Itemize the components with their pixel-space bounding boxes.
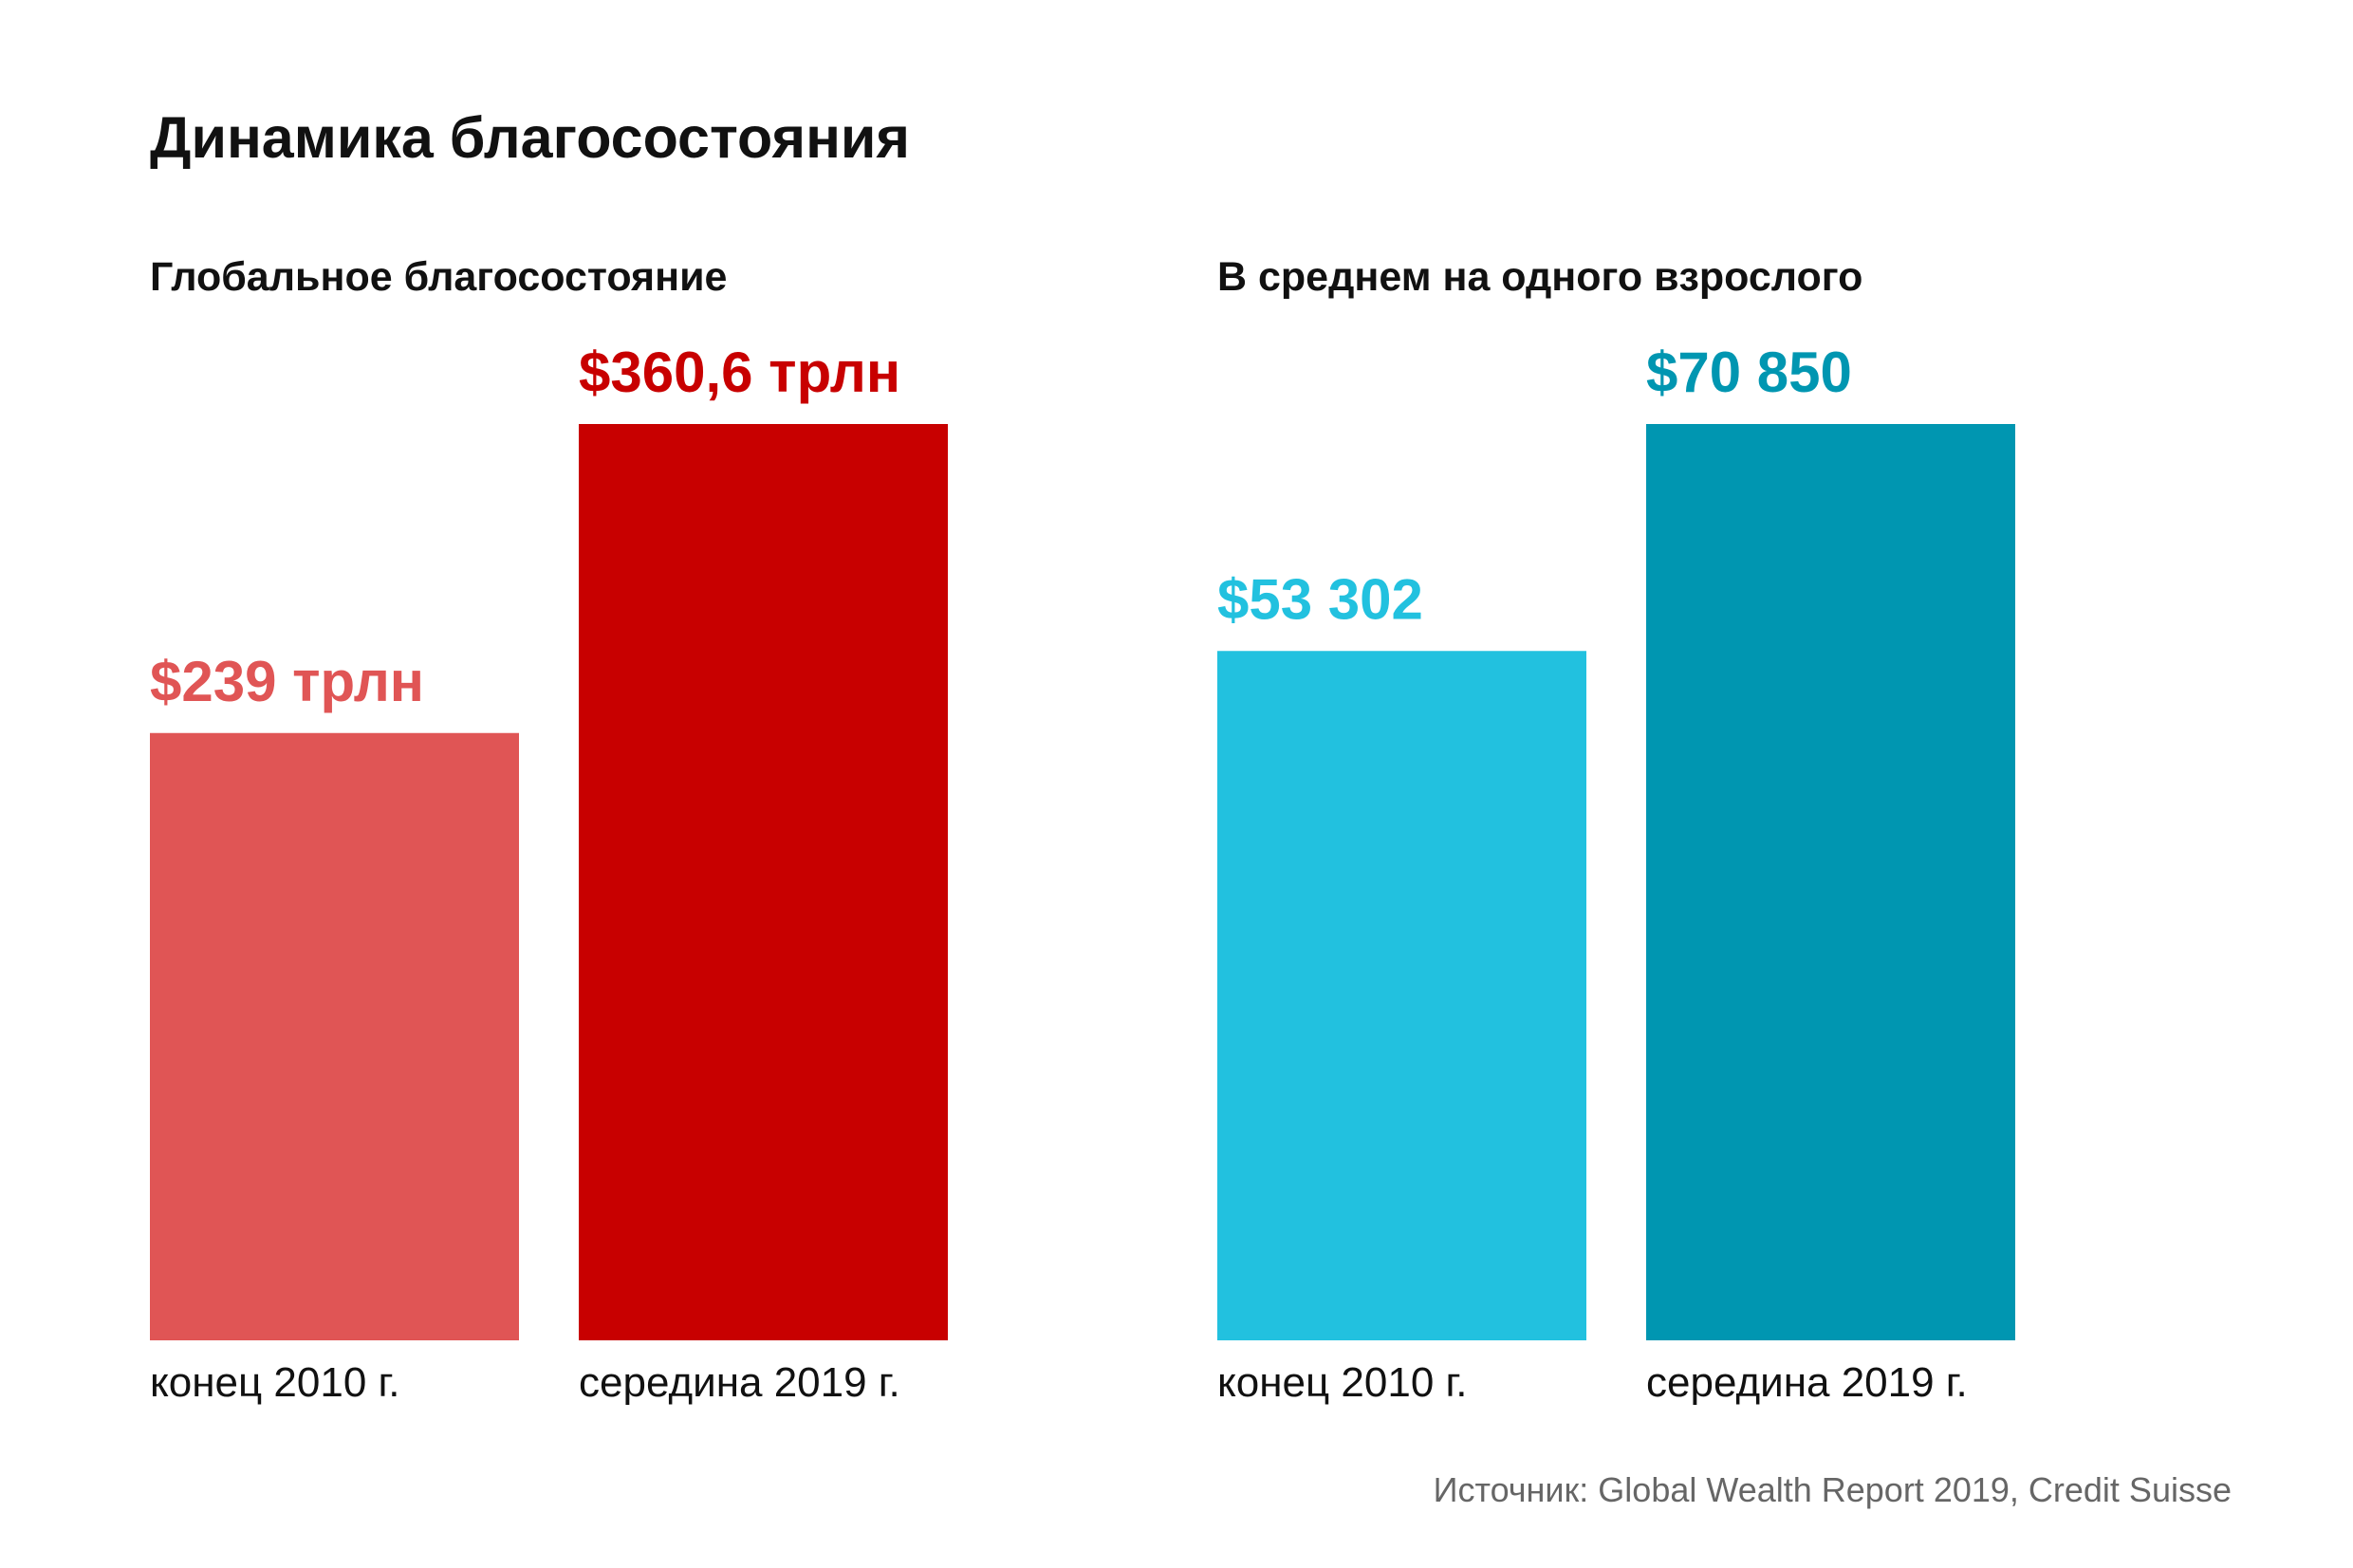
- category-label-global-2019: середина 2019 г.: [579, 1359, 900, 1406]
- chart-panel-global-wealth: $239 трлн конец 2010 г. $360,6 трлн середин…: [150, 341, 948, 1406]
- panel-title-per-adult: В среднем на одного взрослого: [1217, 254, 1863, 300]
- source-note: Источник: Global Wealth Report 2019, Cre…: [1433, 1470, 2232, 1509]
- bar-per-adult-2010: [1217, 651, 1586, 1340]
- chart-panel-per-adult: $53 302 конец 2010 г. $70 850 середина 2019…: [1217, 341, 2015, 1406]
- panel-title-global-wealth: Глобальное благосостояние: [150, 254, 728, 300]
- value-label-per-adult-2010: $53 302: [1217, 567, 1423, 631]
- bar-global-2019: [579, 424, 948, 1340]
- category-label-global-2010: конец 2010 г.: [150, 1359, 399, 1406]
- value-label-global-2010: $239 трлн: [150, 650, 424, 713]
- chart-title: Динамика благосостояния: [150, 105, 911, 170]
- bar-global-2010: [150, 732, 519, 1340]
- value-label-per-adult-2019: $70 850: [1646, 341, 1852, 404]
- value-label-global-2019: $360,6 трлн: [579, 341, 900, 404]
- category-label-per-adult-2010: конец 2010 г.: [1217, 1359, 1467, 1406]
- category-label-per-adult-2019: середина 2019 г.: [1646, 1359, 1968, 1406]
- bar-per-adult-2019: [1646, 424, 2015, 1340]
